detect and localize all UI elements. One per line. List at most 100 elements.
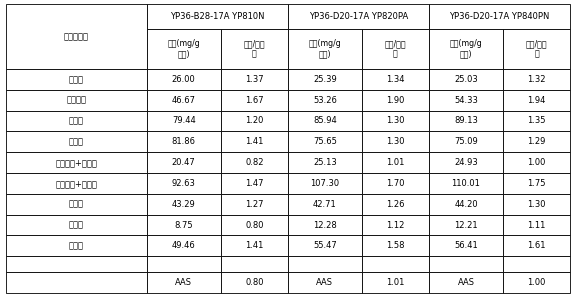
- Text: 縬氨酸: 縬氨酸: [69, 241, 84, 250]
- Bar: [221, 215, 288, 236]
- Bar: [429, 110, 503, 131]
- Bar: [288, 90, 362, 110]
- Bar: [221, 194, 288, 215]
- Text: 24.93: 24.93: [454, 158, 478, 167]
- Text: 色氨酸: 色氨酸: [69, 221, 84, 230]
- Bar: [362, 110, 429, 131]
- Text: 1.37: 1.37: [245, 75, 264, 84]
- Bar: [429, 69, 503, 90]
- Text: 25.03: 25.03: [454, 75, 478, 84]
- Bar: [429, 131, 503, 152]
- Text: 55.47: 55.47: [313, 241, 337, 250]
- Bar: [362, 256, 429, 272]
- Text: YP36-B28-17A YP810N: YP36-B28-17A YP810N: [170, 12, 265, 21]
- Bar: [362, 152, 429, 173]
- Text: 12.28: 12.28: [313, 221, 337, 230]
- Text: 1.27: 1.27: [245, 200, 264, 209]
- Text: 浓度(mg/g
蛋白): 浓度(mg/g 蛋白): [309, 39, 341, 59]
- Text: 89.13: 89.13: [454, 116, 478, 126]
- Text: 1.32: 1.32: [527, 75, 546, 84]
- Text: 85.94: 85.94: [313, 116, 337, 126]
- Bar: [147, 236, 221, 256]
- Bar: [6, 215, 147, 236]
- Bar: [6, 152, 147, 173]
- Bar: [429, 236, 503, 256]
- Text: 75.65: 75.65: [313, 137, 337, 146]
- Bar: [6, 131, 147, 152]
- Bar: [6, 272, 147, 293]
- Bar: [221, 29, 288, 69]
- Bar: [6, 4, 147, 69]
- Text: 20.47: 20.47: [172, 158, 196, 167]
- Text: 110.01: 110.01: [452, 179, 480, 188]
- Bar: [147, 4, 288, 29]
- Bar: [147, 215, 221, 236]
- Text: 26.00: 26.00: [172, 75, 196, 84]
- Text: 79.44: 79.44: [172, 116, 196, 126]
- Bar: [6, 236, 147, 256]
- Text: 53.26: 53.26: [313, 96, 337, 105]
- Bar: [221, 131, 288, 152]
- Text: 1.58: 1.58: [386, 241, 405, 250]
- Text: 46.67: 46.67: [172, 96, 196, 105]
- Bar: [288, 131, 362, 152]
- Text: 1.29: 1.29: [528, 137, 545, 146]
- Text: AAS: AAS: [457, 278, 475, 287]
- Text: AAS: AAS: [175, 278, 192, 287]
- Text: 1.41: 1.41: [245, 241, 263, 250]
- Bar: [429, 272, 503, 293]
- Bar: [429, 29, 503, 69]
- Bar: [221, 69, 288, 90]
- Bar: [362, 215, 429, 236]
- Text: 75.09: 75.09: [454, 137, 478, 146]
- Bar: [288, 110, 362, 131]
- Text: 必需氨基酸: 必需氨基酸: [64, 32, 89, 41]
- Text: 1.01: 1.01: [386, 278, 404, 287]
- Bar: [288, 256, 362, 272]
- Bar: [221, 152, 288, 173]
- Bar: [221, 272, 288, 293]
- Bar: [288, 215, 362, 236]
- Bar: [6, 194, 147, 215]
- Text: 甲硫氨酸+胱氨酸: 甲硫氨酸+胱氨酸: [55, 158, 97, 167]
- Text: 异亮氨酸: 异亮氨酸: [66, 96, 86, 105]
- Bar: [221, 256, 288, 272]
- Bar: [503, 69, 570, 90]
- Bar: [429, 90, 503, 110]
- Bar: [362, 173, 429, 194]
- Bar: [288, 4, 429, 29]
- Text: 1.41: 1.41: [245, 137, 263, 146]
- Text: 42.71: 42.71: [313, 200, 337, 209]
- Text: 1.30: 1.30: [386, 137, 405, 146]
- Text: 1.67: 1.67: [245, 96, 264, 105]
- Text: 12.21: 12.21: [454, 221, 478, 230]
- Text: 浓度/参考
値: 浓度/参考 値: [244, 39, 265, 59]
- Text: 1.70: 1.70: [386, 179, 405, 188]
- Text: 44.20: 44.20: [454, 200, 478, 209]
- Text: 54.33: 54.33: [454, 96, 478, 105]
- Bar: [362, 272, 429, 293]
- Bar: [147, 69, 221, 90]
- Text: 107.30: 107.30: [310, 179, 339, 188]
- Text: 1.34: 1.34: [386, 75, 405, 84]
- Text: 1.01: 1.01: [386, 158, 404, 167]
- Bar: [503, 173, 570, 194]
- Bar: [429, 4, 570, 29]
- Text: 1.94: 1.94: [528, 96, 545, 105]
- Bar: [147, 29, 221, 69]
- Text: 1.12: 1.12: [386, 221, 404, 230]
- Text: 1.35: 1.35: [527, 116, 546, 126]
- Text: 1.47: 1.47: [245, 179, 264, 188]
- Bar: [6, 69, 147, 90]
- Text: 56.41: 56.41: [454, 241, 478, 250]
- Bar: [362, 29, 429, 69]
- Text: 亮氨酸: 亮氨酸: [69, 116, 84, 126]
- Text: 43.29: 43.29: [172, 200, 196, 209]
- Bar: [503, 236, 570, 256]
- Bar: [503, 131, 570, 152]
- Bar: [429, 194, 503, 215]
- Text: AAS: AAS: [316, 278, 334, 287]
- Text: 25.39: 25.39: [313, 75, 337, 84]
- Text: 苏氨酸: 苏氨酸: [69, 200, 84, 209]
- Bar: [221, 173, 288, 194]
